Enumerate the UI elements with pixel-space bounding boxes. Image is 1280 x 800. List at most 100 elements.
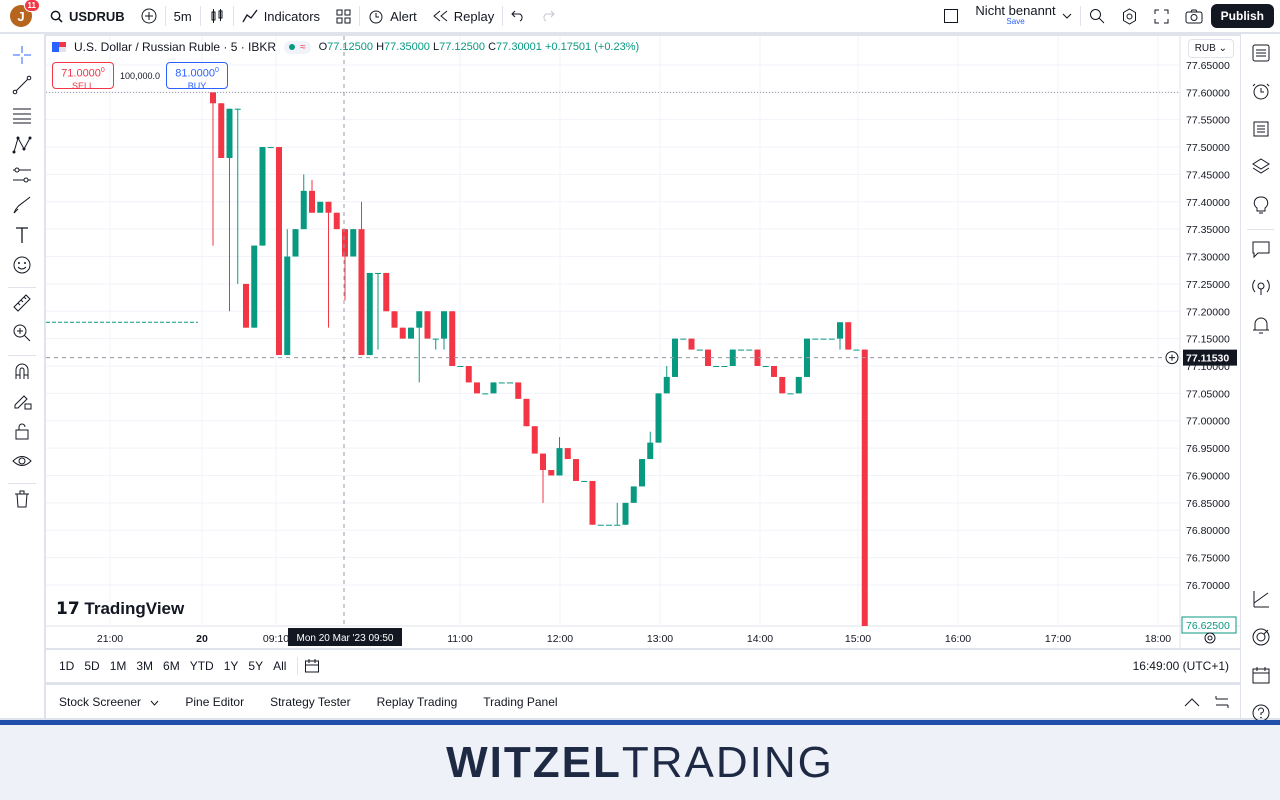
zoom-in-icon xyxy=(13,324,31,342)
pattern-tool[interactable] xyxy=(0,130,44,160)
replay-button[interactable]: Replay xyxy=(425,0,502,33)
brush-tool[interactable] xyxy=(0,190,44,220)
candle xyxy=(795,376,802,394)
tab-replay-trading[interactable]: Replay Trading xyxy=(364,695,471,709)
market-status-indicator[interactable]: ≈ xyxy=(284,40,311,54)
candles-layer xyxy=(210,92,868,626)
measure-tool[interactable] xyxy=(0,288,44,318)
text-tool[interactable] xyxy=(0,220,44,250)
candle xyxy=(754,349,761,366)
chart-axis-icon xyxy=(1253,591,1269,608)
range-5d[interactable]: 5D xyxy=(84,659,100,673)
candle xyxy=(713,366,720,367)
magnet-tool[interactable] xyxy=(0,356,44,386)
layout-name: Nicht benannt xyxy=(975,3,1056,18)
ideas-button[interactable] xyxy=(1241,186,1280,224)
range-1y[interactable]: 1Y xyxy=(223,659,239,673)
indicators-button[interactable]: Indicators xyxy=(234,0,328,33)
undo-button[interactable] xyxy=(503,0,533,33)
quick-search-button[interactable] xyxy=(1081,0,1113,33)
calendar-button[interactable] xyxy=(1241,656,1280,694)
range-6m[interactable]: 6M xyxy=(163,659,180,673)
chart-pane[interactable]: 77.65000 77.60000 77.55000 77.50000 77.45000… xyxy=(46,36,1240,648)
candle xyxy=(234,108,241,284)
fullscreen-button[interactable] xyxy=(1146,0,1177,33)
candle-body xyxy=(358,229,365,356)
remove-drawings-tool[interactable] xyxy=(0,484,44,514)
candle-body xyxy=(639,459,645,487)
sell-button[interactable]: 71.00000 SELL xyxy=(52,62,114,91)
snapshot-button[interactable] xyxy=(1177,0,1211,33)
candle xyxy=(482,393,489,395)
candle xyxy=(787,393,794,395)
compare-button[interactable] xyxy=(133,0,165,33)
candle xyxy=(853,349,860,351)
forecast-tool[interactable] xyxy=(0,160,44,190)
candle-body xyxy=(267,147,274,149)
publish-button[interactable]: Publish xyxy=(1210,4,1274,28)
crosshair-tool[interactable] xyxy=(0,40,44,70)
alert-button[interactable]: Alert xyxy=(360,0,425,33)
tab-trading-panel[interactable]: Trading Panel xyxy=(470,695,570,709)
tab-strategy-tester[interactable]: Strategy Tester xyxy=(257,695,363,709)
range-1m[interactable]: 1M xyxy=(109,659,127,673)
settings-button[interactable] xyxy=(1113,0,1146,33)
divider xyxy=(232,6,234,26)
chat-button[interactable] xyxy=(1241,230,1280,268)
symbol-search-button[interactable]: USDRUB xyxy=(42,0,133,33)
streams-button[interactable] xyxy=(1241,268,1280,306)
tab-pine-editor[interactable]: Pine Editor xyxy=(172,695,257,709)
redo-button[interactable] xyxy=(533,0,563,33)
tab-stock-screener[interactable]: Stock Screener xyxy=(46,695,172,709)
redo-icon xyxy=(543,10,555,22)
crosshair-date-label: Mon 20 Mar '23 09:50 xyxy=(297,633,394,644)
candle xyxy=(292,229,299,257)
buy-button[interactable]: 81.00000 BUY xyxy=(166,62,229,91)
candle xyxy=(820,338,827,340)
chart-type-button[interactable] xyxy=(201,0,233,33)
range-1d[interactable]: 1D xyxy=(59,659,75,673)
price-chart[interactable]: 77.65000 77.60000 77.55000 77.50000 77.45000… xyxy=(46,36,1240,648)
stay-in-drawing-tool[interactable] xyxy=(0,386,44,416)
ohlc-values: O77.12500 H77.35000 L77.12500 C77.30001 … xyxy=(318,41,640,53)
alerts-button[interactable] xyxy=(1241,72,1280,110)
low-value: 77.12500 xyxy=(439,41,486,53)
maximize-panel-icon[interactable] xyxy=(1214,694,1230,710)
news-button[interactable] xyxy=(1241,110,1280,148)
range-ytd[interactable]: YTD xyxy=(189,659,214,673)
candle xyxy=(680,338,687,340)
order-quantity[interactable]: 100,000.0 xyxy=(120,70,161,81)
notifications-button[interactable] xyxy=(1241,306,1280,344)
symbol-title[interactable]: U.S. Dollar / Russian Ruble · 5 · IBKR xyxy=(74,40,277,54)
crosshair-icon xyxy=(13,46,31,64)
zoom-tool[interactable] xyxy=(0,318,44,348)
forecast-icon xyxy=(13,167,31,183)
interval-button[interactable]: 5m xyxy=(166,0,200,33)
candle-body xyxy=(589,480,596,525)
range-all[interactable]: All xyxy=(273,659,287,673)
search-icon xyxy=(1089,9,1105,24)
range-3m[interactable]: 3M xyxy=(136,659,154,673)
watchlist-button[interactable] xyxy=(1241,34,1280,72)
candle-body xyxy=(441,311,447,339)
candle xyxy=(210,92,216,246)
lock-drawings-tool[interactable] xyxy=(0,416,44,446)
user-avatar[interactable]: J 11 xyxy=(10,0,40,27)
dom-button[interactable] xyxy=(1241,618,1280,656)
collapse-panel-icon[interactable] xyxy=(1184,697,1200,707)
range-5y[interactable]: 5Y xyxy=(248,659,264,673)
currency-selector[interactable]: RUB ⌄ xyxy=(1187,39,1234,58)
fib-tool[interactable] xyxy=(0,100,44,130)
calendar-icon[interactable] xyxy=(304,658,320,674)
hide-drawings-tool[interactable] xyxy=(0,446,44,476)
chart-trading-button[interactable] xyxy=(1241,580,1280,618)
crosshair-date-box xyxy=(288,628,402,646)
emoji-tool[interactable] xyxy=(0,250,44,280)
brand-part2: TRADING xyxy=(621,737,834,787)
layouts-button[interactable] xyxy=(328,0,359,33)
object-tree-button[interactable] xyxy=(1241,148,1280,186)
trend-line-tool[interactable] xyxy=(0,70,44,100)
add-order-plus-icon[interactable] xyxy=(1165,351,1179,365)
clock-label[interactable]: 16:49:00 (UTC+1) xyxy=(1132,659,1229,673)
layout-name-button[interactable]: Nicht benannt Save xyxy=(935,0,1079,33)
